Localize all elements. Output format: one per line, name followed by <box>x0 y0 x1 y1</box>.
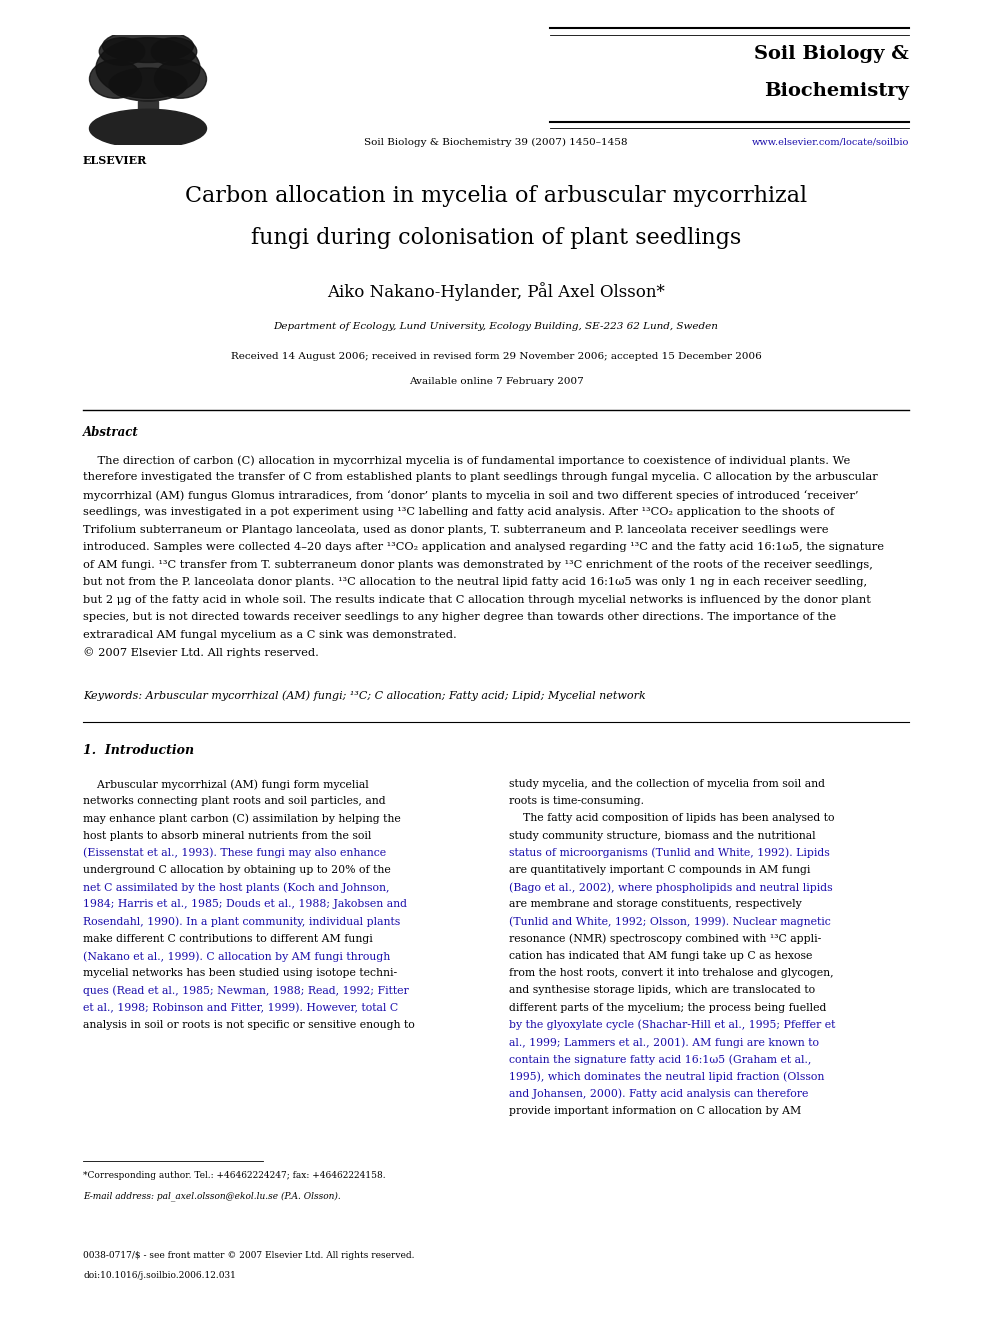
Ellipse shape <box>151 38 196 65</box>
Text: seedlings, was investigated in a pot experiment using ¹³C labelling and fatty ac: seedlings, was investigated in a pot exp… <box>83 508 834 517</box>
Text: networks connecting plant roots and soil particles, and: networks connecting plant roots and soil… <box>83 796 386 806</box>
Text: 0038-0717/$ - see front matter © 2007 Elsevier Ltd. All rights reserved.: 0038-0717/$ - see front matter © 2007 El… <box>83 1252 415 1259</box>
Text: and Johansen, 2000). Fatty acid analysis can therefore: and Johansen, 2000). Fatty acid analysis… <box>509 1089 807 1099</box>
Text: net C assimilated by the host plants (Koch and Johnson,: net C assimilated by the host plants (Ko… <box>83 882 390 893</box>
Text: study community structure, biomass and the nutritional: study community structure, biomass and t… <box>509 831 815 840</box>
Text: The direction of carbon (C) allocation in mycorrhizal mycelia is of fundamental : The direction of carbon (C) allocation i… <box>83 455 850 466</box>
Text: Arbuscular mycorrhizal (AM) fungi form mycelial: Arbuscular mycorrhizal (AM) fungi form m… <box>83 779 369 790</box>
Text: contain the signature fatty acid 16:1ω5 (Graham et al.,: contain the signature fatty acid 16:1ω5 … <box>509 1054 810 1065</box>
Text: (Tunlid and White, 1992; Olsson, 1999). Nuclear magnetic: (Tunlid and White, 1992; Olsson, 1999). … <box>509 917 830 927</box>
Text: fungi during colonisation of plant seedlings: fungi during colonisation of plant seedl… <box>251 228 741 249</box>
Text: Available online 7 February 2007: Available online 7 February 2007 <box>409 377 583 386</box>
Text: Abstract: Abstract <box>83 426 139 439</box>
Text: host plants to absorb mineral nutrients from the soil: host plants to absorb mineral nutrients … <box>83 831 371 840</box>
Text: introduced. Samples were collected 4–20 days after ¹³CO₂ application and analyse: introduced. Samples were collected 4–20 … <box>83 542 884 553</box>
Text: 1995), which dominates the neutral lipid fraction (Olsson: 1995), which dominates the neutral lipid… <box>509 1072 824 1082</box>
Text: Soil Biology & Biochemistry 39 (2007) 1450–1458: Soil Biology & Biochemistry 39 (2007) 14… <box>364 138 628 147</box>
Text: ELSEVIER: ELSEVIER <box>83 155 147 165</box>
Text: may enhance plant carbon (C) assimilation by helping the: may enhance plant carbon (C) assimilatio… <box>83 814 401 824</box>
Text: resonance (NMR) spectroscopy combined with ¹³C appli-: resonance (NMR) spectroscopy combined wi… <box>509 934 820 945</box>
Text: *Corresponding author. Tel.: +46462224247; fax: +46462224158.: *Corresponding author. Tel.: +4646222424… <box>83 1171 386 1180</box>
Text: different parts of the mycelium; the process being fuelled: different parts of the mycelium; the pro… <box>509 1003 826 1012</box>
Text: The fatty acid composition of lipids has been analysed to: The fatty acid composition of lipids has… <box>509 814 834 823</box>
Text: but 2 μg of the fatty acid in whole soil. The results indicate that C allocation: but 2 μg of the fatty acid in whole soil… <box>83 595 871 605</box>
Ellipse shape <box>89 110 206 148</box>
Text: analysis in soil or roots is not specific or sensitive enough to: analysis in soil or roots is not specifi… <box>83 1020 415 1029</box>
Text: underground C allocation by obtaining up to 20% of the: underground C allocation by obtaining up… <box>83 865 391 875</box>
Text: of AM fungi. ¹³C transfer from T. subterraneum donor plants was demonstrated by : of AM fungi. ¹³C transfer from T. subter… <box>83 560 873 570</box>
Text: cation has indicated that AM fungi take up C as hexose: cation has indicated that AM fungi take … <box>509 951 811 960</box>
Text: extraradical AM fungal mycelium as a C sink was demonstrated.: extraradical AM fungal mycelium as a C s… <box>83 630 456 640</box>
Text: are quantitatively important C compounds in AM fungi: are quantitatively important C compounds… <box>509 865 809 875</box>
Text: provide important information on C allocation by AM: provide important information on C alloc… <box>509 1106 801 1115</box>
Ellipse shape <box>155 60 206 98</box>
Text: and synthesise storage lipids, which are translocated to: and synthesise storage lipids, which are… <box>509 986 814 995</box>
Text: species, but is not directed towards receiver seedlings to any higher degree tha: species, but is not directed towards rec… <box>83 613 836 623</box>
Text: are membrane and storage constituents, respectively: are membrane and storage constituents, r… <box>509 900 802 909</box>
Text: (Nakano et al., 1999). C allocation by AM fungi through: (Nakano et al., 1999). C allocation by A… <box>83 951 390 962</box>
Text: mycorrhizal (AM) fungus Glomus intraradices, from ‘donor’ plants to mycelia in s: mycorrhizal (AM) fungus Glomus intraradi… <box>83 490 858 501</box>
Ellipse shape <box>99 38 145 65</box>
Text: al., 1999; Lammers et al., 2001). AM fungi are known to: al., 1999; Lammers et al., 2001). AM fun… <box>509 1037 818 1048</box>
Text: make different C contributions to different AM fungi: make different C contributions to differ… <box>83 934 373 943</box>
Text: et al., 1998; Robinson and Fitter, 1999). However, total C: et al., 1998; Robinson and Fitter, 1999)… <box>83 1003 398 1013</box>
Text: ques (Read et al., 1985; Newman, 1988; Read, 1992; Fitter: ques (Read et al., 1985; Newman, 1988; R… <box>83 986 409 996</box>
Text: (Bago et al., 2002), where phospholipids and neutral lipids: (Bago et al., 2002), where phospholipids… <box>509 882 832 893</box>
Ellipse shape <box>109 67 187 101</box>
Text: Rosendahl, 1990). In a plant community, individual plants: Rosendahl, 1990). In a plant community, … <box>83 917 400 927</box>
Text: 1984; Harris et al., 1985; Douds et al., 1988; Jakobsen and: 1984; Harris et al., 1985; Douds et al.,… <box>83 900 407 909</box>
Text: Department of Ecology, Lund University, Ecology Building, SE-223 62 Lund, Sweden: Department of Ecology, Lund University, … <box>274 321 718 331</box>
Text: Keywords: Arbuscular mycorrhizal (AM) fungi; ¹³C; C allocation; Fatty acid; Lipi: Keywords: Arbuscular mycorrhizal (AM) fu… <box>83 691 646 701</box>
Text: doi:10.1016/j.soilbio.2006.12.031: doi:10.1016/j.soilbio.2006.12.031 <box>83 1271 236 1279</box>
Text: Carbon allocation in mycelia of arbuscular mycorrhizal: Carbon allocation in mycelia of arbuscul… <box>185 185 807 206</box>
Text: status of microorganisms (Tunlid and White, 1992). Lipids: status of microorganisms (Tunlid and Whi… <box>509 848 829 859</box>
Text: © 2007 Elsevier Ltd. All rights reserved.: © 2007 Elsevier Ltd. All rights reserved… <box>83 647 318 659</box>
Text: by the glyoxylate cycle (Shachar-Hill et al., 1995; Pfeffer et: by the glyoxylate cycle (Shachar-Hill et… <box>509 1020 835 1031</box>
Text: www.elsevier.com/locate/soilbio: www.elsevier.com/locate/soilbio <box>752 138 909 147</box>
Text: (Eissenstat et al., 1993). These fungi may also enhance: (Eissenstat et al., 1993). These fungi m… <box>83 848 386 859</box>
Ellipse shape <box>96 38 200 98</box>
Text: but not from the P. lanceolata donor plants. ¹³C allocation to the neutral lipid: but not from the P. lanceolata donor pla… <box>83 578 867 587</box>
Text: roots is time-consuming.: roots is time-consuming. <box>509 796 644 806</box>
Text: Aiko Nakano-Hylander, Pål Axel Olsson*: Aiko Nakano-Hylander, Pål Axel Olsson* <box>327 282 665 300</box>
Text: Soil Biology &: Soil Biology & <box>754 45 909 64</box>
Text: E-mail address: pal_axel.olsson@ekol.lu.se (P.A. Olsson).: E-mail address: pal_axel.olsson@ekol.lu.… <box>83 1191 340 1201</box>
Text: from the host roots, convert it into trehalose and glycogen,: from the host roots, convert it into tre… <box>509 968 833 978</box>
Text: study mycelia, and the collection of mycelia from soil and: study mycelia, and the collection of myc… <box>509 779 824 789</box>
Text: Trifolium subterraneum or Plantago lanceolata, used as donor plants, T. subterra: Trifolium subterraneum or Plantago lance… <box>83 525 828 534</box>
Text: Received 14 August 2006; received in revised form 29 November 2006; accepted 15 : Received 14 August 2006; received in rev… <box>230 352 762 361</box>
Ellipse shape <box>89 60 142 98</box>
Text: 1.  Introduction: 1. Introduction <box>83 744 194 757</box>
Text: mycelial networks has been studied using isotope techni-: mycelial networks has been studied using… <box>83 968 397 978</box>
Text: therefore investigated the transfer of C from established plants to plant seedli: therefore investigated the transfer of C… <box>83 472 878 483</box>
Bar <box>138 101 159 146</box>
Text: Biochemistry: Biochemistry <box>764 82 909 101</box>
Ellipse shape <box>102 29 193 62</box>
